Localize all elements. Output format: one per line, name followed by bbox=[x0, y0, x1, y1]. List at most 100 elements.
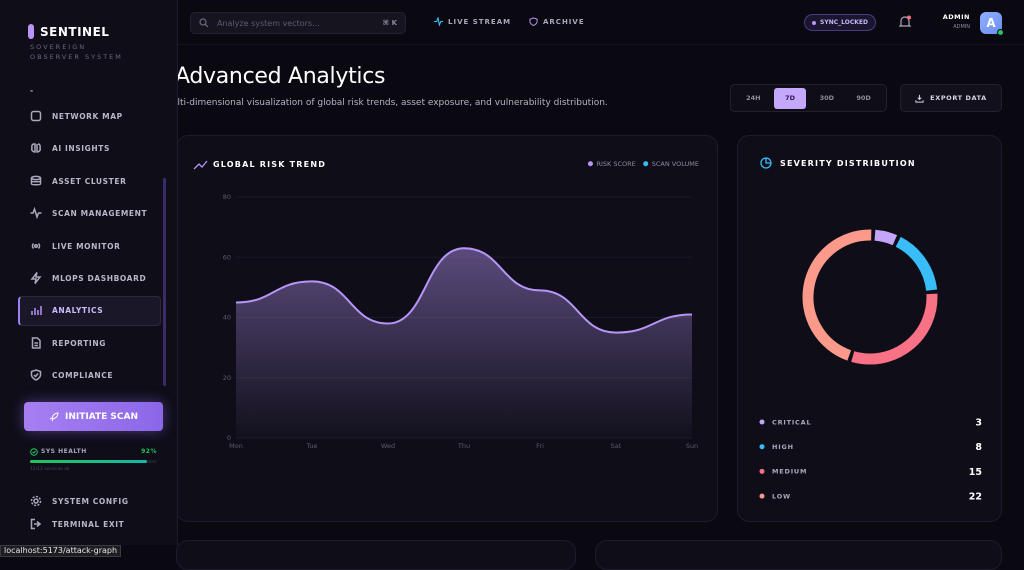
nav-item[interactable]: SCAN MANAGEMENT bbox=[30, 206, 147, 220]
x-tick-label: Thu bbox=[457, 442, 470, 450]
nav-label: SCAN MANAGEMENT bbox=[52, 208, 148, 218]
tab-label: ARCHIVE bbox=[543, 17, 585, 26]
page-subtitle: Multi-dimensional visualization of globa… bbox=[164, 98, 608, 108]
active-indicator bbox=[18, 296, 161, 326]
nav-icon bbox=[30, 272, 42, 284]
legend-label: MEDIUM bbox=[772, 468, 807, 476]
nav-icon bbox=[30, 369, 42, 381]
donut-segment bbox=[802, 229, 872, 361]
x-tick-label: Sun bbox=[686, 442, 698, 450]
nav-label: COMPLIANCE bbox=[52, 370, 114, 380]
shortcut: ⌘ K bbox=[382, 19, 397, 27]
nav-label: NETWORK MAP bbox=[52, 111, 123, 121]
donut-segment bbox=[851, 293, 938, 365]
trend-icon bbox=[193, 160, 208, 170]
nav-item[interactable]: COMPLIANCE bbox=[30, 368, 113, 382]
y-tick-label: 0 bbox=[227, 434, 231, 442]
y-tick-label: 20 bbox=[223, 374, 231, 382]
x-tick-label: Mon bbox=[229, 442, 243, 450]
nav-item[interactable]: ASSET CLUSTER bbox=[30, 174, 126, 188]
topbar bbox=[178, 0, 1024, 45]
range-button[interactable]: 24H bbox=[746, 94, 761, 102]
range-button[interactable]: 7D bbox=[774, 87, 807, 109]
legend-dot bbox=[643, 161, 649, 167]
export-button[interactable]: EXPORT DATA bbox=[900, 84, 1002, 112]
legend-label: RISK SCORE bbox=[596, 160, 635, 168]
nav-item[interactable]: ANALYTICS bbox=[30, 303, 103, 317]
tab-live-stream[interactable]: LIVE STREAM bbox=[434, 17, 511, 26]
brand-name: SENTINEL bbox=[40, 24, 110, 39]
download-icon bbox=[915, 94, 924, 103]
legend-value: 8 bbox=[975, 442, 982, 453]
scrollbar bbox=[163, 178, 166, 386]
range-button[interactable]: 90D bbox=[856, 94, 871, 102]
nav-item[interactable]: NETWORK MAP bbox=[30, 109, 123, 123]
tab-archive[interactable]: ARCHIVE bbox=[529, 17, 585, 26]
shield-icon bbox=[529, 17, 538, 26]
footer-item[interactable]: SYSTEM CONFIG bbox=[30, 494, 129, 508]
status-text: SYNC_LOCKED bbox=[820, 19, 868, 26]
nav-icon bbox=[30, 207, 42, 219]
severity-card: SEVERITY DISTRIBUTION CRITICAL 3 HIGH 8 MEDIU… bbox=[737, 135, 1002, 522]
export-label: EXPORT DATA bbox=[930, 94, 987, 102]
legend-value: 22 bbox=[969, 492, 982, 503]
legend-label: HIGH bbox=[772, 443, 794, 451]
legend-value: 3 bbox=[975, 418, 982, 429]
y-tick-label: 80 bbox=[223, 193, 231, 201]
pie-icon bbox=[765, 158, 771, 164]
health-note: 12/12 services ok bbox=[30, 467, 70, 472]
browser-status-url: localhost:5173/attack-graph bbox=[0, 545, 122, 557]
legend-dot bbox=[759, 468, 765, 474]
range-selector: 24H 7D 30D 90D bbox=[730, 84, 887, 112]
card-title: SEVERITY DISTRIBUTION bbox=[780, 159, 916, 168]
initiate-scan-button[interactable]: INITIATE SCAN bbox=[24, 402, 163, 431]
brand: SENTINEL bbox=[28, 24, 109, 39]
status-pill: SYNC_LOCKED bbox=[804, 14, 876, 31]
tab-label: LIVE STREAM bbox=[448, 17, 512, 26]
x-tick-label: Wed bbox=[381, 442, 395, 450]
severity-chart: SEVERITY DISTRIBUTION CRITICAL 3 HIGH 8 MEDIU… bbox=[759, 157, 982, 503]
y-tick-label: 40 bbox=[223, 314, 231, 322]
nav-icon bbox=[30, 175, 42, 186]
search-placeholder: Analyze system vectors... bbox=[217, 18, 320, 28]
nav-icon bbox=[31, 337, 41, 349]
nav-item[interactable]: LIVE MONITOR bbox=[30, 239, 120, 253]
user-role: ADMIN bbox=[953, 24, 970, 30]
nav-label: LIVE MONITOR bbox=[52, 241, 121, 251]
gear-icon bbox=[30, 495, 42, 507]
nav-item[interactable]: AI INSIGHTS bbox=[30, 141, 110, 155]
range-button[interactable]: 30D bbox=[819, 94, 835, 102]
avatar[interactable]: A bbox=[980, 12, 1002, 34]
nav-icon bbox=[31, 306, 42, 315]
rocket-icon bbox=[49, 411, 59, 421]
bell-icon[interactable] bbox=[898, 14, 912, 30]
nav-icon bbox=[31, 242, 41, 250]
nav-item[interactable]: - bbox=[30, 83, 34, 97]
page-title: Advanced Analytics bbox=[175, 64, 386, 89]
nav-label: - bbox=[30, 85, 34, 95]
risk-card: GLOBAL RISK TREND SCAN VOLUME RISK SCORE 0 2… bbox=[176, 135, 718, 522]
footer-item[interactable]: TERMINAL EXIT bbox=[30, 517, 124, 531]
health-value: 92% bbox=[141, 448, 157, 455]
user-name: ADMIN bbox=[942, 13, 970, 21]
search-box[interactable]: Analyze system vectors... ⌘ K bbox=[190, 12, 406, 34]
footer-label: TERMINAL EXIT bbox=[52, 519, 125, 529]
legend-dot bbox=[759, 444, 765, 450]
status-dot bbox=[812, 20, 817, 25]
donut-segment bbox=[895, 236, 938, 291]
x-tick-label: Tue bbox=[305, 442, 317, 450]
card-title: GLOBAL RISK TREND bbox=[213, 160, 326, 169]
footer-label: SYSTEM CONFIG bbox=[52, 496, 129, 506]
nav-item[interactable]: REPORTING bbox=[30, 336, 106, 350]
tagline: SOVEREIGN OBSERVER SYSTEM bbox=[30, 43, 123, 61]
risk-chart: GLOBAL RISK TREND SCAN VOLUME RISK SCORE 0 2… bbox=[193, 160, 699, 450]
lower-card bbox=[176, 540, 576, 570]
avatar-letter: A bbox=[986, 16, 996, 30]
series-area bbox=[236, 248, 692, 438]
legend-label: SCAN VOLUME bbox=[652, 160, 699, 168]
nav-item[interactable]: MLOPS DASHBOARD bbox=[30, 271, 146, 285]
online-dot bbox=[997, 29, 1004, 36]
pulse-icon bbox=[434, 17, 443, 26]
